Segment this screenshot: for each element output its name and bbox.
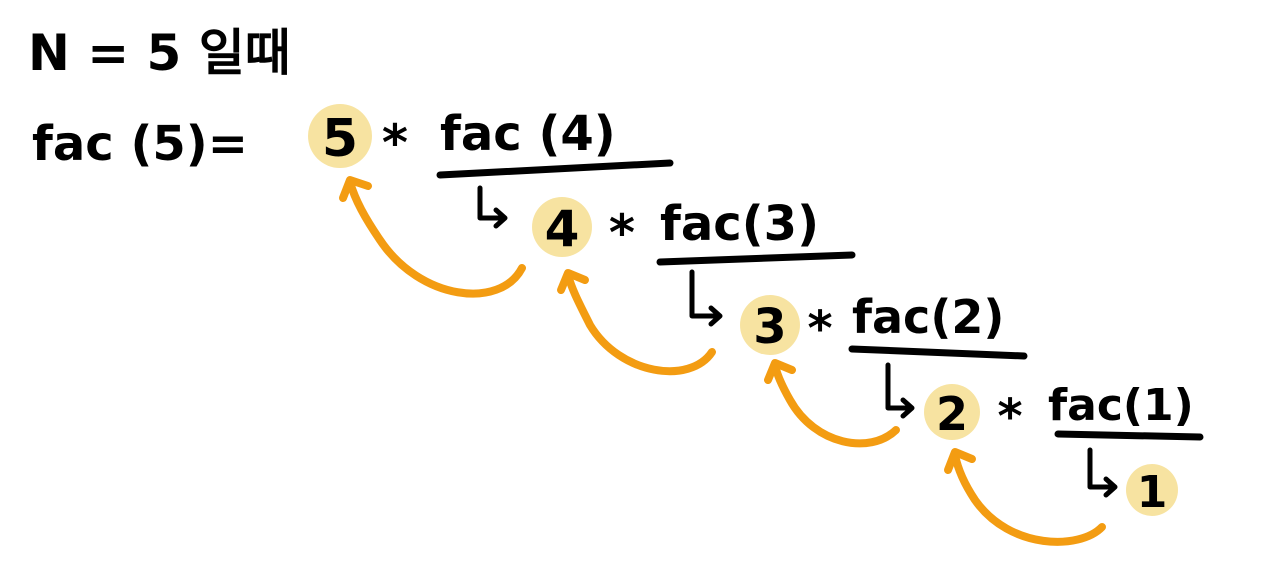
return-arrow-1-to-2 [951,451,1106,546]
level-2: 3 * fac(2) [689,269,1028,360]
expression-prefix: fac (5)= [32,116,248,172]
operator-label: * [997,389,1022,445]
return-arrow-head [339,176,372,202]
value-label: 3 [753,299,786,355]
call-label: fac (4) [440,106,616,162]
return-arrow-2-to-3 [771,361,900,448]
return-hook-icon [689,269,723,327]
return-arrow-head [944,448,976,474]
return-arrow-head [557,269,589,294]
operator-label: * [609,204,635,262]
value-label: 1 [1137,467,1168,518]
call-label: fac(2) [852,290,1004,344]
operator-label: * [807,301,832,357]
value-label: 5 [322,109,358,169]
call-label: fac(3) [660,196,819,252]
value-highlight [740,295,800,355]
value-highlight [924,384,980,440]
call-underline [436,159,674,179]
value-label: 2 [936,387,968,441]
value-highlight [308,104,372,168]
call-underline [1054,430,1204,441]
value-highlight [1126,464,1178,516]
value-label: 4 [545,200,580,258]
value-highlight [532,197,592,257]
operator-label: * [382,114,408,172]
return-arrows [339,176,1106,546]
level-1: 4 * fac(3) [477,185,856,266]
return-hook-icon [477,185,508,229]
title: N = 5 일때 [28,24,291,82]
call-label: fac(1) [1048,380,1194,431]
return-arrow-head [764,359,796,384]
return-hook-icon [1087,447,1118,498]
return-arrow-3-to-4 [564,271,716,376]
call-underline [656,251,856,266]
level-3: 2 * fac(1) [885,362,1204,445]
call-underline [848,345,1028,360]
level-0: 5 * fac (4) [308,104,674,179]
level-4: 1 [1087,447,1178,518]
return-arrow-4-to-5 [346,178,526,298]
return-hook-icon [885,362,915,419]
